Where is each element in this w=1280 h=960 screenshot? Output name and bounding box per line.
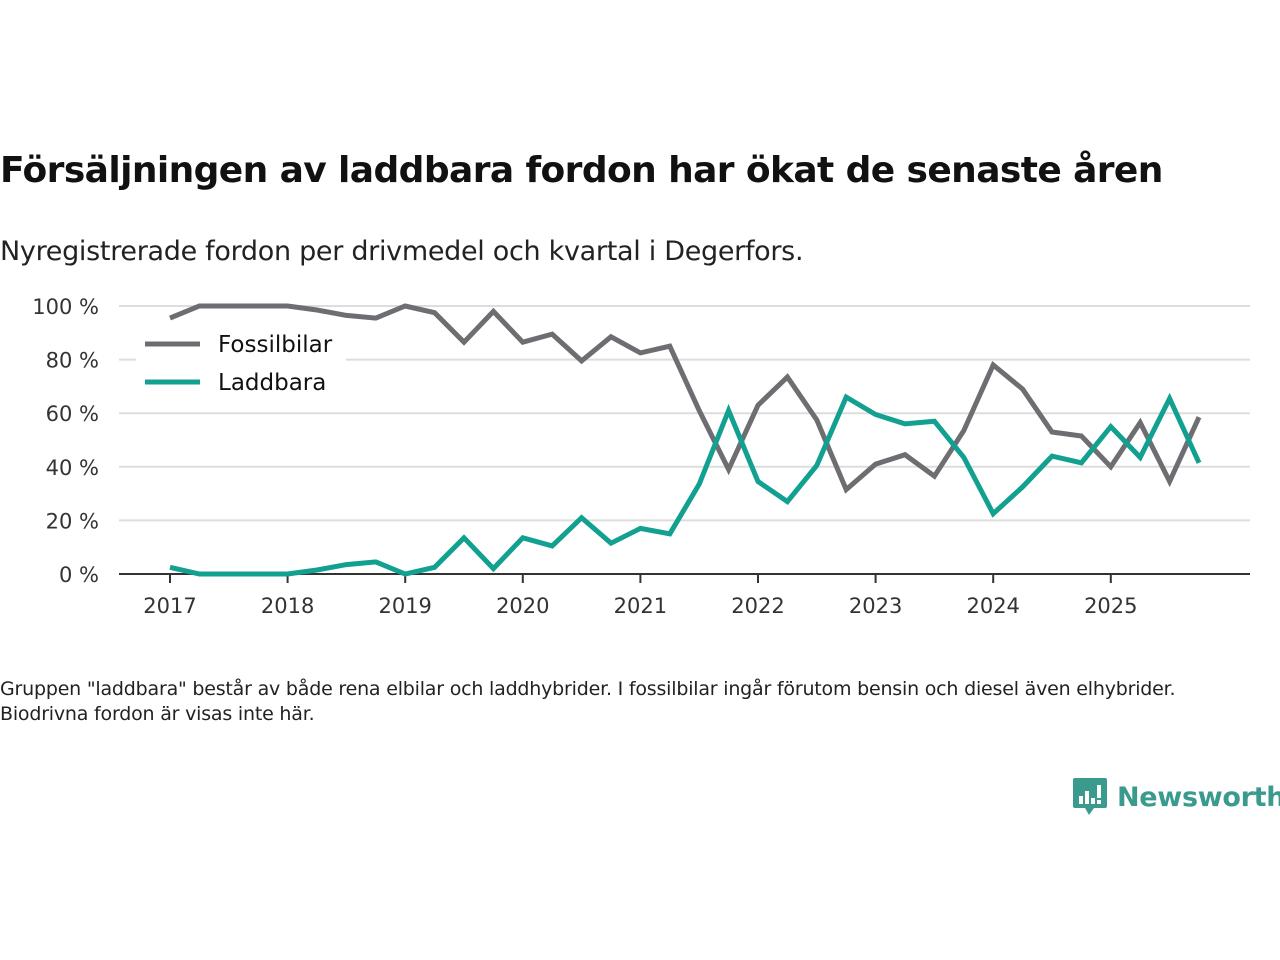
series-lines xyxy=(169,303,1202,577)
chart-subtitle: Nyregistrerade fordon per drivmedel och … xyxy=(0,236,804,267)
x-tick-label: 2023 xyxy=(849,594,902,618)
x-tick-label: 2017 xyxy=(143,594,196,618)
legend-label-fossilbilar: Fossilbilar xyxy=(218,332,333,358)
brand-name: Newsworthy xyxy=(1117,781,1280,813)
y-tick-label: 80 % xyxy=(46,349,99,373)
chart-title: Försäljningen av laddbara fordon har öka… xyxy=(0,150,1163,191)
bar-chart-speech-bubble-icon xyxy=(1073,778,1107,815)
x-tick-label: 2022 xyxy=(731,594,784,618)
x-tick-label: 2021 xyxy=(614,594,667,618)
y-tick-label: 20 % xyxy=(46,509,99,533)
x-tick-label: 2018 xyxy=(261,594,314,618)
legend-label-laddbara: Laddbara xyxy=(218,370,326,396)
series-line-laddbara xyxy=(169,392,1202,577)
series-line-fossilbilar xyxy=(169,303,1202,494)
line-chart: 0 % 20 % 40 % 60 % 80 % 100 % 2017 2018 2019 202… xyxy=(32,295,1250,618)
legend-background xyxy=(136,326,346,404)
y-tick-label: 0 % xyxy=(59,563,99,587)
x-axis: 2017 2018 2019 2020 2021 2022 2023 2024 2025 xyxy=(119,573,1250,618)
x-tick-label: 2024 xyxy=(966,594,1019,618)
y-tick-label: 100 % xyxy=(32,295,99,319)
footnote: Gruppen "laddbara" består av både rena e… xyxy=(0,678,1176,725)
newsworthy-logo: Newsworthy xyxy=(1072,776,1280,818)
y-tick-label: 60 % xyxy=(46,402,99,426)
x-tick-label: 2025 xyxy=(1084,594,1137,618)
legend: Fossilbilar Laddbara xyxy=(136,326,346,404)
y-axis: 0 % 20 % 40 % 60 % 80 % 100 % xyxy=(32,295,99,587)
x-tick-label: 2019 xyxy=(378,594,431,618)
x-tick-label: 2020 xyxy=(496,594,549,618)
y-tick-label: 40 % xyxy=(46,456,99,480)
